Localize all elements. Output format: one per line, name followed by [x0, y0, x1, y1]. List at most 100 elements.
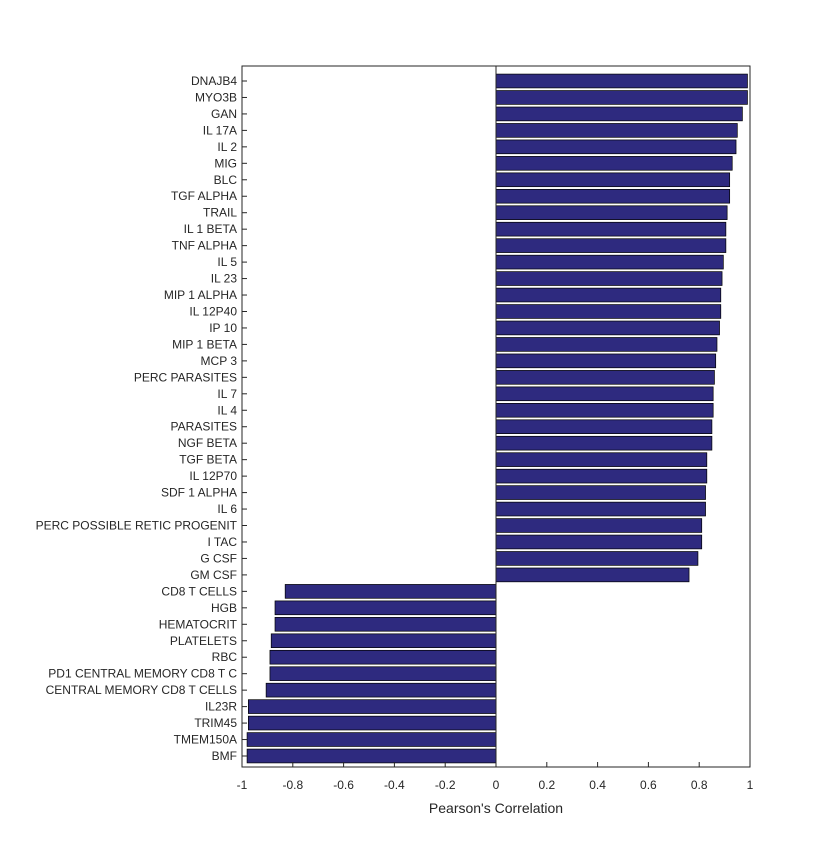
- y-tick-label: RBC: [212, 650, 238, 664]
- y-tick-label: SDF 1 ALPHA: [161, 486, 237, 500]
- y-tick-label: IL 1 BETA: [184, 222, 237, 236]
- x-tick-label: 0.2: [538, 778, 555, 792]
- bar: [495, 501, 706, 517]
- x-tick-label: -0.2: [435, 778, 456, 792]
- bar: [495, 172, 731, 188]
- x-tick-label: -0.8: [282, 778, 303, 792]
- bar: [495, 188, 731, 204]
- bar: [495, 386, 714, 402]
- x-tick-label: -0.4: [384, 778, 405, 792]
- y-tick-label: IL 2: [217, 140, 237, 154]
- bar: [248, 699, 497, 714]
- y-tick-label: MIG: [214, 156, 237, 170]
- bar: [495, 485, 706, 500]
- bar: [284, 584, 497, 599]
- y-tick-label: DNAJB4: [191, 74, 237, 88]
- y-tick-label: BMF: [212, 749, 237, 763]
- bar: [495, 370, 715, 385]
- x-tick-label: 0.8: [691, 778, 708, 792]
- y-tick-label: IL 12P40: [189, 304, 237, 318]
- bar: [495, 419, 713, 434]
- bar: [495, 435, 713, 451]
- y-tick-label: G CSF: [200, 551, 237, 565]
- y-tick-label: IL 6: [217, 502, 237, 516]
- bar: [495, 353, 717, 369]
- y-tick-label: GM CSF: [190, 568, 237, 582]
- y-tick-label: PD1 CENTRAL MEMORY CD8 T C: [48, 667, 237, 681]
- bar-group: [246, 73, 748, 764]
- bar: [495, 238, 727, 253]
- y-tick-label: MCP 3: [201, 354, 238, 368]
- y-tick-label: MYO3B: [195, 90, 237, 104]
- y-tick-label: TGF ALPHA: [171, 189, 237, 203]
- bar: [495, 337, 718, 352]
- y-tick-label: TMEM150A: [174, 733, 237, 747]
- y-tick-label: CD8 T CELLS: [161, 584, 237, 598]
- bar: [269, 649, 497, 665]
- y-tick-label: PERC PARASITES: [134, 370, 237, 384]
- bar: [495, 73, 748, 89]
- bar: [495, 518, 703, 533]
- bar: [495, 320, 720, 336]
- bar: [248, 715, 497, 731]
- y-tick-label: IL 4: [217, 403, 237, 417]
- y-tick-label: IL 23: [211, 272, 238, 286]
- y-tick-label: IP 10: [209, 321, 237, 335]
- y-tick-label: MIP 1 BETA: [172, 337, 237, 351]
- bar: [270, 633, 497, 649]
- bar: [495, 452, 708, 467]
- y-tick-label: HGB: [211, 601, 237, 615]
- bar: [495, 90, 748, 105]
- y-tick-label: NGF BETA: [178, 436, 237, 450]
- bar: [495, 287, 722, 303]
- bar: [495, 271, 723, 286]
- bar: [495, 534, 703, 550]
- y-tick-label: PLATELETS: [170, 634, 237, 648]
- y-tick-label: PARASITES: [171, 420, 237, 434]
- x-axis-ticks: -1 -0.8 -0.6 -0.4 -0.2 0 0.2 0.4 0.6 0.8 1: [237, 762, 754, 792]
- y-tick-label: CENTRAL MEMORY CD8 T CELLS: [46, 683, 237, 697]
- y-tick-label: TGF BETA: [179, 453, 237, 467]
- bar: [495, 551, 699, 566]
- x-tick-label: 0: [493, 778, 500, 792]
- x-tick-label: 1: [747, 778, 754, 792]
- x-tick-label: 0.4: [589, 778, 606, 792]
- y-axis-ticks: DNAJB4 MYO3B GAN IL 17A IL 2 MIG BLC TGF ALPHA T…: [36, 74, 247, 763]
- bar: [495, 205, 728, 220]
- bar: [265, 682, 497, 698]
- bar: [274, 600, 497, 616]
- bar: [495, 106, 743, 122]
- bar: [495, 221, 727, 237]
- y-tick-label: BLC: [214, 173, 238, 187]
- y-tick-label: GAN: [211, 107, 237, 121]
- y-tick-label: TNF ALPHA: [172, 239, 237, 253]
- y-tick-label: TRIM45: [194, 716, 237, 730]
- bar: [495, 123, 738, 138]
- y-tick-label: TRAIL: [203, 206, 237, 220]
- y-tick-label: IL23R: [205, 700, 237, 714]
- bar: [495, 156, 733, 171]
- x-tick-label: 0.6: [640, 778, 657, 792]
- y-tick-label: I TAC: [207, 535, 237, 549]
- bar: [495, 468, 708, 484]
- x-tick-label: -0.6: [333, 778, 354, 792]
- bar: [274, 617, 497, 632]
- bar: [495, 304, 722, 319]
- x-axis-label: Pearson's Correlation: [429, 800, 563, 816]
- y-tick-label: MIP 1 ALPHA: [164, 288, 237, 302]
- bar: [269, 666, 497, 681]
- y-tick-label: IL 7: [217, 387, 237, 401]
- y-tick-label: IL 17A: [203, 123, 237, 137]
- y-tick-label: IL 12P70: [189, 469, 237, 483]
- y-tick-label: HEMATOCRIT: [159, 617, 238, 631]
- y-tick-label: IL 5: [217, 255, 237, 269]
- bar: [495, 254, 724, 270]
- bar: [495, 567, 690, 583]
- bar: [495, 403, 714, 418]
- x-tick-label: -1: [237, 778, 248, 792]
- bar: [246, 732, 497, 747]
- y-tick-label: PERC POSSIBLE RETIC PROGENIT: [36, 519, 238, 533]
- bar: [246, 748, 497, 764]
- bar: [495, 139, 737, 155]
